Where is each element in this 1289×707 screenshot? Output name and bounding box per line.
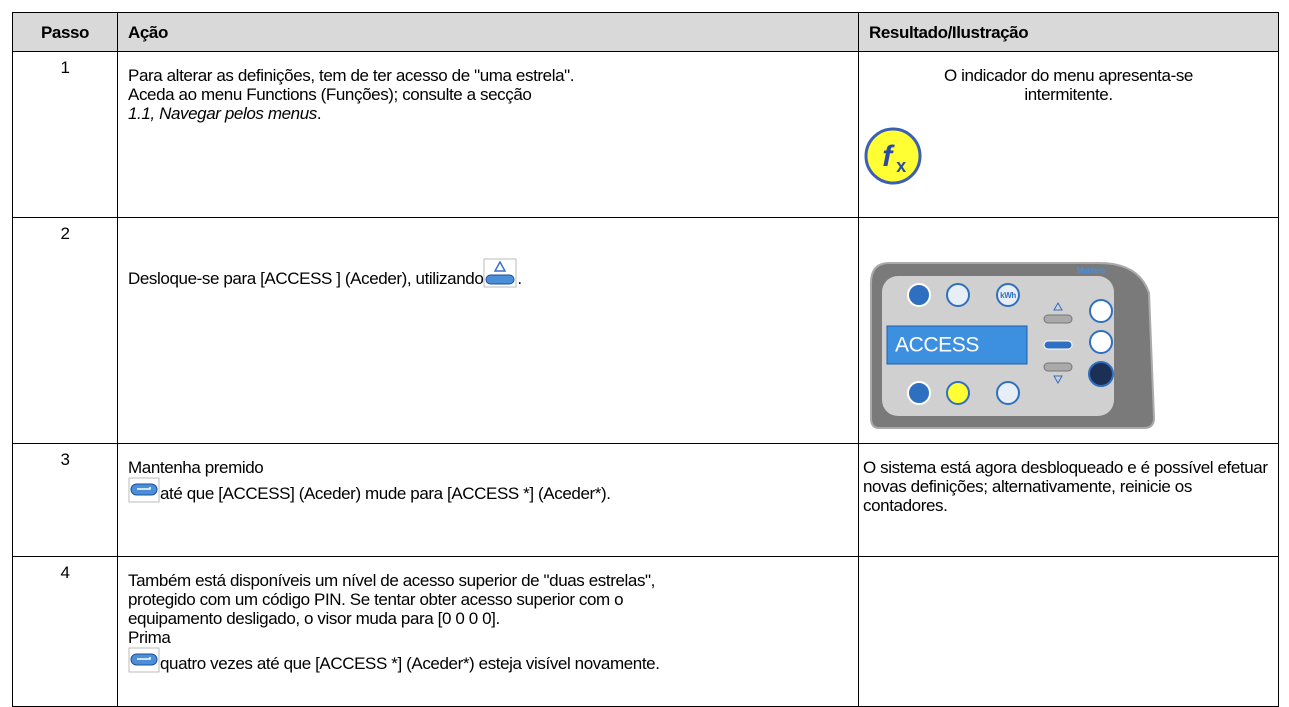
- text: Aceda ao menu Functions (Funções); consu…: [128, 85, 532, 104]
- text: Mantenha premido: [128, 458, 264, 477]
- text: O sistema está agora desbloqueado e é po…: [863, 458, 1268, 515]
- step-cell: 3: [12, 443, 118, 557]
- text: quatro vezes até que [ACCESS *] (Aceder*…: [160, 654, 660, 673]
- row: 2 Desloque-se para [ACCESS ] (Aceder), u…: [12, 217, 1279, 444]
- fx-icon: f x: [864, 127, 922, 185]
- action-cell: Também está disponíveis um nível de aces…: [117, 556, 859, 707]
- controller-illustration: ACCESS Munters kWh: [870, 262, 1156, 429]
- text: .: [316, 104, 322, 123]
- row: 3 Mantenha premido até que [ACCESS] (Aced…: [12, 443, 1279, 557]
- action-cell: Mantenha premido até que [ACCESS] (Aceder…: [117, 443, 859, 557]
- text: .: [517, 269, 522, 288]
- action-cell: Desloque-se para [ACCESS ] (Aceder), uti…: [117, 217, 859, 444]
- step-cell: 2: [12, 217, 118, 444]
- icon-text: kWh: [1000, 291, 1016, 300]
- display-text: ACCESS: [895, 334, 979, 357]
- result-cell: [858, 556, 1279, 707]
- row: 4 Também está disponíveis um nível de ac…: [12, 556, 1279, 707]
- text: 1.1, Navegar pelos menus: [128, 104, 317, 123]
- text: Para alterar as definições, tem de ter a…: [128, 66, 575, 85]
- header-cell: Resultado/Ilustração: [858, 12, 1279, 52]
- step-cell: 4: [12, 556, 118, 707]
- step-cell: 1: [12, 51, 118, 218]
- text: Também está disponíveis um nível de aces…: [128, 571, 656, 628]
- steps-table: Passo Ação Resultado/Ilustração 1 Para a…: [12, 12, 1279, 707]
- text: 1.1, Navegar pelos menus.: [128, 104, 848, 123]
- result-cell: ACCESS Munters kWh: [858, 217, 1279, 444]
- enter-button-icon: [128, 647, 160, 673]
- action-cell: Para alterar as definições, tem de ter a…: [117, 51, 859, 218]
- brand-text: Munters: [1077, 266, 1106, 275]
- text: O indicador do menu apresenta-se intermi…: [944, 66, 1193, 104]
- header-cell: Ação: [117, 12, 859, 52]
- result-cell: O indicador do menu apresenta-se intermi…: [858, 51, 1279, 218]
- header-cell: Passo: [12, 12, 118, 52]
- text: até que [ACCESS] (Aceder) mude para [ACC…: [160, 484, 611, 503]
- row: 1 Para alterar as definições, tem de ter…: [12, 51, 1279, 218]
- icon-text: x: [896, 156, 906, 176]
- header-row: Passo Ação Resultado/Ilustração: [12, 12, 1279, 52]
- enter-button-icon: [128, 477, 160, 503]
- up-button-icon: [483, 258, 517, 288]
- text: Desloque-se para [ACCESS ] (Aceder), uti…: [128, 269, 484, 288]
- result-cell: O sistema está agora desbloqueado e é po…: [858, 443, 1279, 557]
- text: Prima: [128, 628, 171, 647]
